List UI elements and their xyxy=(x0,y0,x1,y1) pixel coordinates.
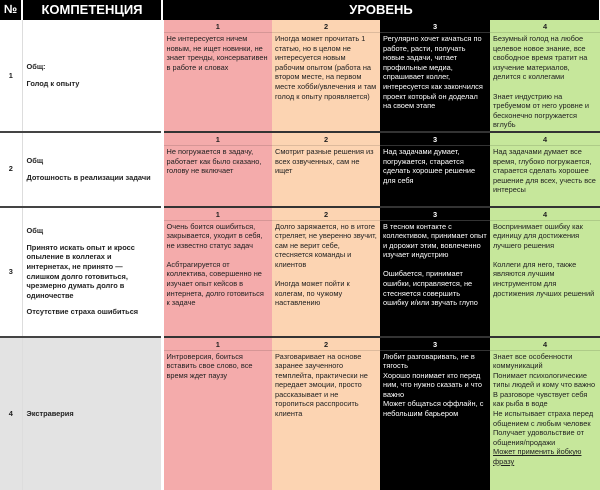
level-number: 1 xyxy=(163,133,272,146)
level-number: 3 xyxy=(380,338,490,351)
level-number: 3 xyxy=(380,20,490,33)
level-number: 1 xyxy=(163,338,272,351)
competence-cell[interactable]: Общ Принято искать опыт и кросс опыление … xyxy=(22,206,164,338)
competence-name: Экстраверия xyxy=(26,408,74,418)
level-text: Понимает психологические типы людей и ко… xyxy=(493,370,596,390)
level-text: Разговаривает на основе заранее заученно… xyxy=(275,351,368,419)
level-text-link[interactable]: Может применить йобкую фразу xyxy=(493,447,582,467)
table-row: 3 Общ Принято искать опыт и кросс опылени… xyxy=(0,206,600,338)
level-2-cell[interactable]: 2 Смотрит разные решения из всех озвученн… xyxy=(272,131,380,208)
competence-category: Общ: xyxy=(26,62,46,72)
competence-category: Общ xyxy=(26,156,44,166)
level-number: 2 xyxy=(272,208,380,221)
level-2-cell[interactable]: 2 Разговаривает на основе заранее заученн… xyxy=(272,336,380,490)
level-text: Не интересуется ничем новым, не ищет нов… xyxy=(166,34,268,72)
level-text: Ошибается, принимает ошибки, исправляетс… xyxy=(383,269,478,308)
level-4-cell[interactable]: 4 Знает все особенности коммуникаций Пон… xyxy=(490,336,600,490)
header-row: № КОМПЕТЕНЦИЯ УРОВЕНЬ xyxy=(0,0,600,20)
level-1-cell[interactable]: 1 Интроверсия, боиться вставить свое слов… xyxy=(162,336,272,490)
level-2-cell[interactable]: 2 Иногда может прочитать 1 статью, но в ц… xyxy=(272,20,380,133)
competence-cell[interactable]: Общ Дотошность в реализации задачи xyxy=(22,131,164,208)
level-text: Воспринимает ошибку как единицу для дост… xyxy=(493,221,583,250)
competence-category: Общ xyxy=(26,226,44,236)
level-text: В разговоре чувствует себя как рыба в во… xyxy=(493,389,588,409)
level-3-cell[interactable]: 3 Над задачами думает, погружается, стара… xyxy=(380,131,490,208)
level-text: Любит разговаривать, не в тягость xyxy=(383,351,475,371)
level-1-cell[interactable]: 1 Не интересуется ничем новым, не ищет но… xyxy=(162,20,272,133)
level-number: 1 xyxy=(163,20,272,33)
level-3-cell[interactable]: 3 Любит разговаривать, не в тягость Хоро… xyxy=(380,336,490,490)
level-text: Безумный голод на любое целевое новое зн… xyxy=(493,34,588,82)
level-1-cell[interactable]: 1 Не погружается в задачу, работает как б… xyxy=(162,131,272,208)
level-text: Иногда может прочитать 1 статью, но в це… xyxy=(275,34,377,101)
level-4-cell[interactable]: 4 Над задачами думает все время, глубоко … xyxy=(490,131,600,208)
level-text: Может общаться оффлайн, с небольшим барь… xyxy=(383,399,484,419)
level-text: Получает удовольствие от общения/продажи xyxy=(493,428,584,447)
competence-name: Принято искать опыт и кросс опыление в к… xyxy=(26,242,135,300)
level-text: Знает индустрию на требуемом от него уро… xyxy=(493,91,590,130)
table-row: 4 Экстраверия 1 Интроверсия, боиться вста… xyxy=(0,336,600,490)
header-level[interactable]: УРОВЕНЬ xyxy=(162,0,600,20)
header-competence[interactable]: КОМПЕТЕНЦИЯ xyxy=(22,0,163,20)
level-number: 4 xyxy=(490,20,600,33)
level-text: Не испытывает страха перед общением с лю… xyxy=(493,409,594,428)
level-number: 2 xyxy=(272,133,380,146)
level-4-cell[interactable]: 4 Безумный голод на любое целевое новое з… xyxy=(490,20,600,133)
row-number[interactable]: 3 xyxy=(0,206,23,338)
level-number: 4 xyxy=(490,133,600,146)
level-3-cell[interactable]: 3 Регулярно хочет качаться по работе, рас… xyxy=(380,20,490,133)
row-number[interactable]: 1 xyxy=(0,20,23,133)
level-number: 2 xyxy=(272,20,380,33)
level-text: Регулярно хочет качаться по работе, раст… xyxy=(383,34,483,111)
table-row: 1 Общ: Голод к опыту 1 Не интересуется нич… xyxy=(0,20,600,133)
level-number: 3 xyxy=(380,208,490,221)
level-text: Интроверсия, боиться вставить свое слово… xyxy=(166,351,253,380)
table-row: 2 Общ Дотошность в реализации задачи 1 Не … xyxy=(0,131,600,208)
level-text: Очень боится ошибиться, закрывается, ухо… xyxy=(166,221,263,250)
row-number[interactable]: 4 xyxy=(0,336,23,490)
level-number: 4 xyxy=(490,208,600,221)
level-text: Смотрит разные решения из всех озвученны… xyxy=(275,146,374,176)
row-number[interactable]: 2 xyxy=(0,131,23,208)
level-number: 3 xyxy=(380,133,490,146)
level-4-cell[interactable]: 4 Воспринимает ошибку как единицу для дос… xyxy=(490,206,600,338)
level-text: Над задачами думает все время, глубоко п… xyxy=(493,146,596,195)
level-text: Долго заряжается, но в итоге стреляет, н… xyxy=(275,221,377,269)
level-text: Знает все особенности коммуникаций xyxy=(493,351,573,371)
level-2-cell[interactable]: 2 Долго заряжается, но в итоге стреляет, … xyxy=(272,206,380,338)
level-text: Коллеги для него, также являются лучшим … xyxy=(493,259,595,298)
level-text: Не погружается в задачу, работает как бы… xyxy=(166,146,262,176)
level-1-cell[interactable]: 1 Очень боится ошибиться, закрывается, ух… xyxy=(162,206,272,338)
level-text: Хорошо понимает кто перед ним, что нужно… xyxy=(383,370,482,399)
competence-name: Голод к опыту xyxy=(26,78,80,88)
level-text: Иногда может пойти к колегам, по чужому … xyxy=(275,279,350,308)
competence-cell[interactable]: Общ: Голод к опыту xyxy=(22,20,164,133)
level-text: В тесном контакте с коллективом, принима… xyxy=(383,221,487,260)
level-text: Асбтрагируется от коллектива, совершенно… xyxy=(166,259,264,308)
level-number: 2 xyxy=(272,338,380,351)
level-text: Над задачами думает, погружается, старае… xyxy=(383,146,476,185)
competence-extra: Отсутствие страха ошибиться xyxy=(26,307,139,317)
level-number: 4 xyxy=(490,338,600,351)
header-no[interactable]: № xyxy=(0,0,23,20)
level-number: 1 xyxy=(163,208,272,221)
competence-cell[interactable]: Экстраверия xyxy=(22,336,164,490)
competence-name: Дотошность в реализации задачи xyxy=(26,172,151,182)
